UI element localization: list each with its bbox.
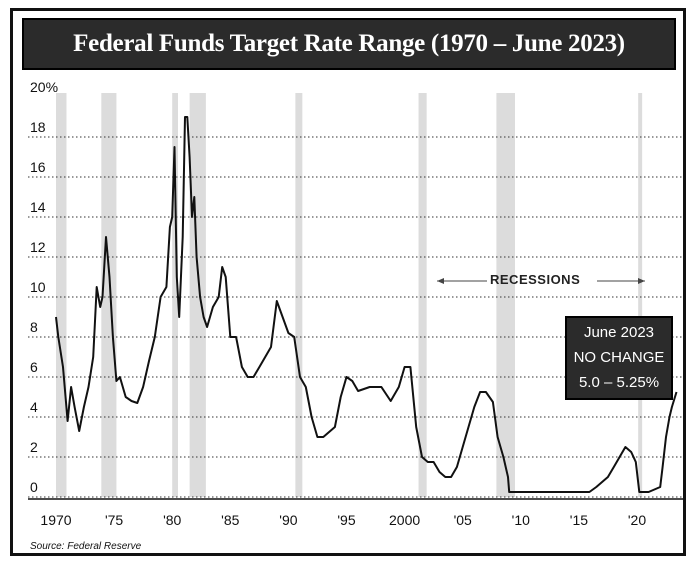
x-tick-label: '80 — [163, 512, 181, 528]
chart-title: Federal Funds Target Rate Range (1970 – … — [73, 30, 625, 57]
chart-frame — [10, 8, 686, 556]
y-tick-label: 4 — [30, 399, 38, 415]
y-tick-label: 2 — [30, 439, 38, 455]
recession-band — [496, 93, 515, 497]
x-tick-label: '15 — [570, 512, 588, 528]
source-note: Source: Federal Reserve — [30, 541, 142, 552]
recession-band — [638, 93, 643, 497]
arrow-head-left — [437, 278, 444, 284]
recession-band — [295, 93, 303, 497]
recession-band — [189, 93, 206, 497]
title-bar: Federal Funds Target Rate Range (1970 – … — [22, 18, 676, 70]
x-tick-label: '95 — [337, 512, 355, 528]
y-tick-label: 10 — [30, 279, 46, 295]
rate-line — [55, 116, 678, 493]
x-tick-label: '10 — [512, 512, 530, 528]
callout-box: June 2023 NO CHANGE 5.0 – 5.25% — [565, 316, 673, 400]
x-tick-label: '20 — [628, 512, 646, 528]
recession-band — [101, 93, 117, 497]
y-tick-label: 0 — [30, 479, 38, 495]
x-tick-label: '85 — [221, 512, 239, 528]
callout-line: 5.0 – 5.25% — [578, 374, 660, 391]
y-tick-label: 20% — [30, 79, 58, 95]
callout-line: NO CHANGE — [573, 349, 665, 366]
x-tick-label: 1970 — [40, 512, 71, 528]
y-tick-label: 14 — [30, 199, 46, 215]
x-tick-label: '90 — [279, 512, 297, 528]
arrow-head-right — [638, 278, 645, 284]
recession-band — [56, 93, 67, 497]
y-tick-label: 18 — [30, 119, 46, 135]
x-tick-label: 2000 — [389, 512, 420, 528]
y-tick-label: 8 — [30, 319, 38, 335]
callout-line: June 2023 — [583, 324, 655, 341]
y-tick-label: 16 — [30, 159, 46, 175]
x-tick-label: '75 — [105, 512, 123, 528]
y-tick-label: 6 — [30, 359, 38, 375]
x-tick-label: '05 — [454, 512, 472, 528]
y-tick-label: 12 — [30, 239, 46, 255]
recession-band — [418, 93, 427, 497]
recession-band — [172, 93, 179, 497]
recessions-label: RECESSIONS — [490, 272, 581, 287]
